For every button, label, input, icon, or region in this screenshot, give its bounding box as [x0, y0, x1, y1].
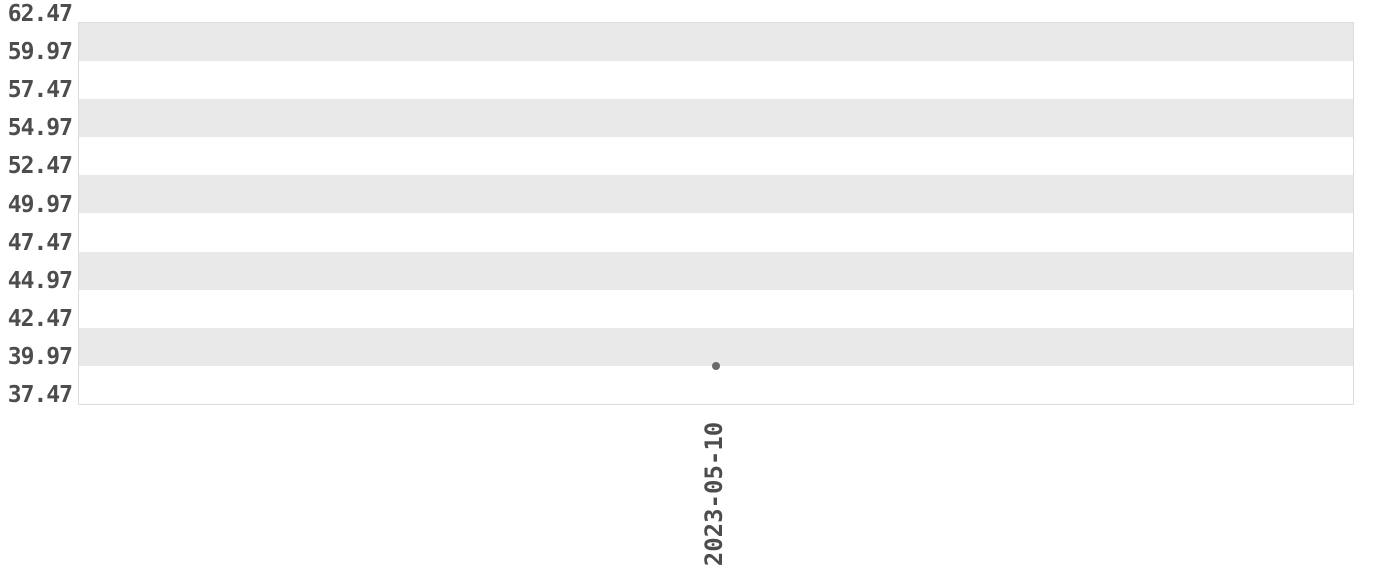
grid-band: [79, 61, 1353, 99]
y-axis-tick-label: 47.47: [7, 229, 73, 256]
grid-band: [79, 23, 1353, 62]
y-axis: 62.47 59.97 57.47 54.97 52.47 49.97 47.47 44.97…: [0, 3, 75, 407]
grid-band: [79, 175, 1353, 214]
plot-area: [78, 22, 1354, 405]
x-axis: 2023-05-10: [78, 404, 1352, 580]
grid-band: [79, 251, 1353, 290]
y-axis-tick-label: 62.47: [7, 1, 73, 27]
y-axis-tick-label: 44.97: [7, 267, 73, 294]
y-axis-tick-label: 49.97: [7, 191, 73, 218]
grid-band: [79, 290, 1353, 328]
x-axis-tick-label: 2023-05-10: [700, 421, 728, 567]
grid-band: [79, 214, 1353, 252]
y-axis-tick-label: 54.97: [7, 115, 73, 142]
y-axis-tick-label: 42.47: [7, 305, 73, 332]
y-axis-tick-label: 39.97: [7, 343, 73, 370]
data-point-marker[interactable]: [712, 361, 720, 370]
y-axis-tick-label: 52.47: [7, 153, 73, 180]
grid-band: [79, 137, 1353, 175]
grid-band: [79, 327, 1353, 366]
grid-band: [79, 366, 1353, 404]
y-axis-tick-label: 57.47: [7, 77, 73, 104]
y-axis-tick-label: 37.47: [7, 382, 73, 408]
grid-band: [79, 99, 1353, 138]
y-axis-tick-label: 59.97: [7, 39, 73, 66]
